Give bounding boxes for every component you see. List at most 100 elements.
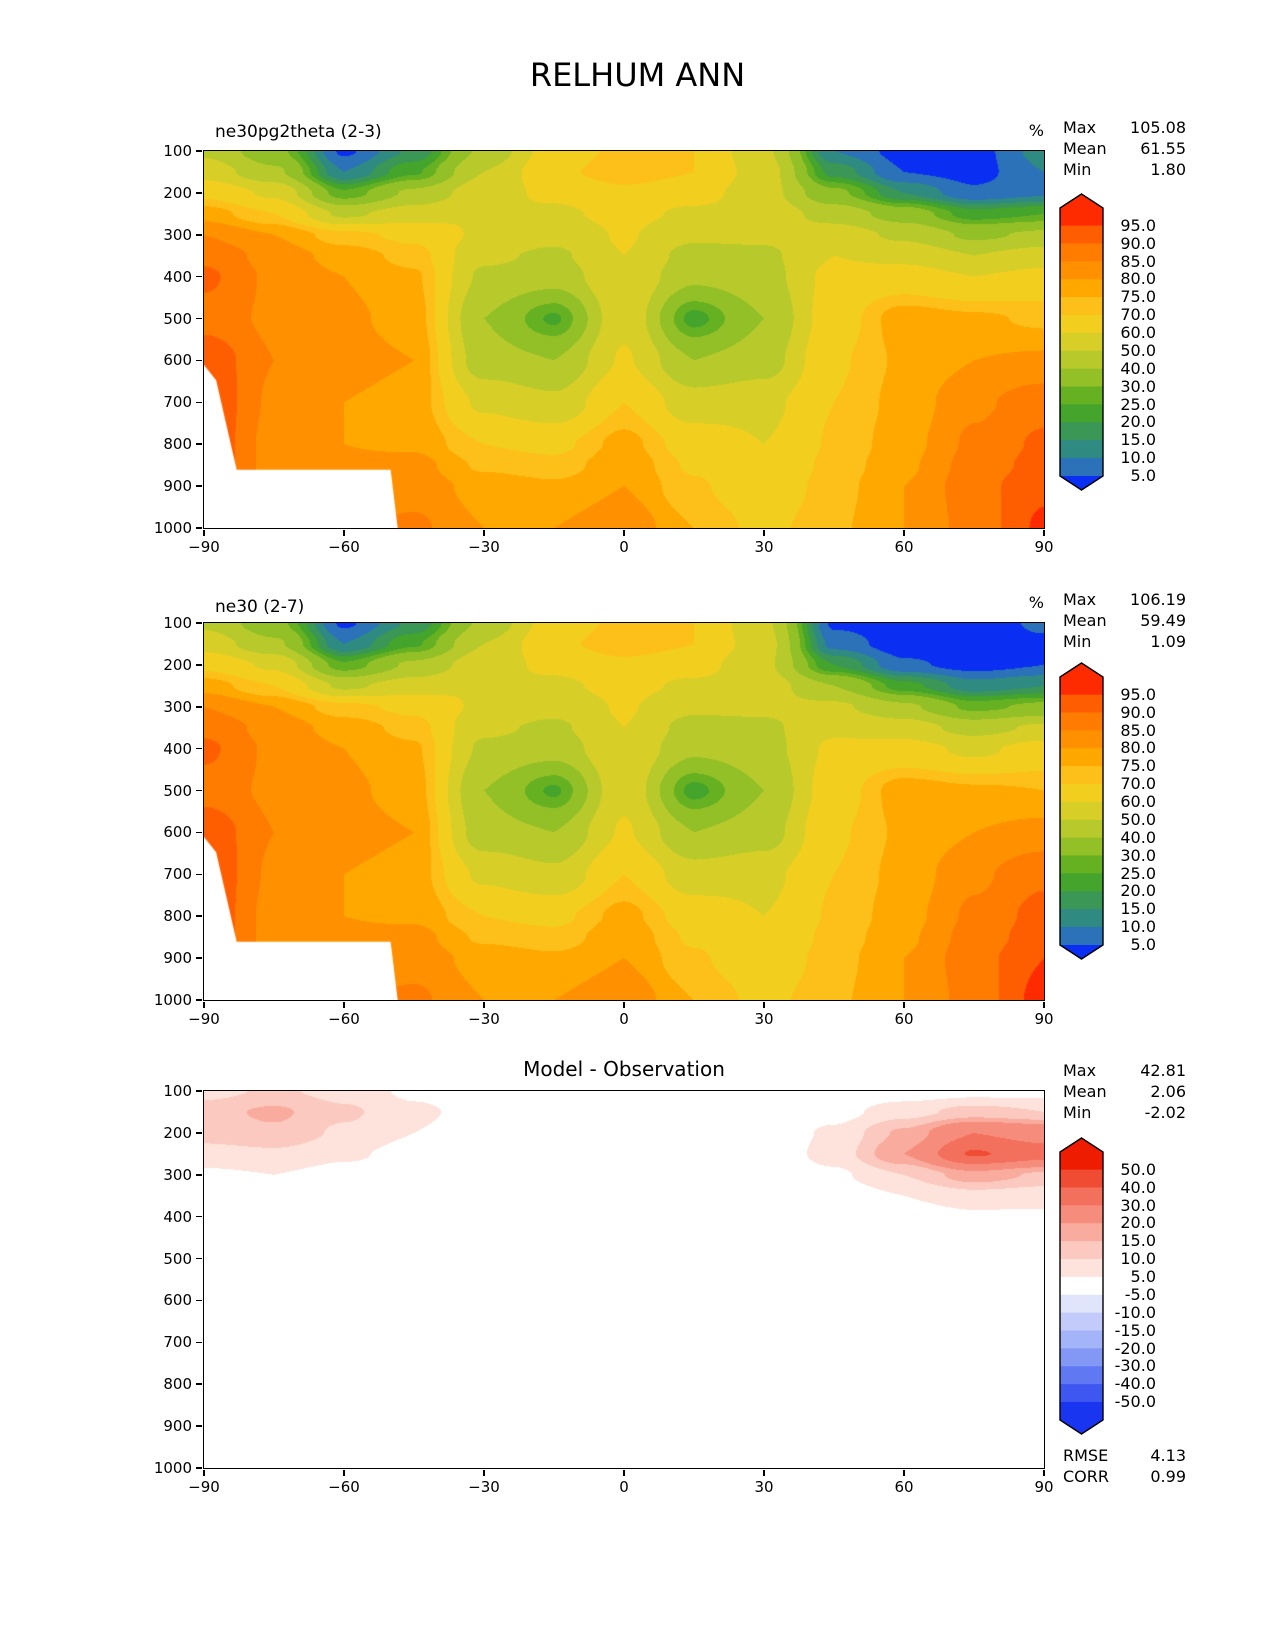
colorbar-tick-label: 10.0 bbox=[1120, 1249, 1156, 1269]
colorbar-tick-label: 30.0 bbox=[1120, 1195, 1156, 1215]
y-axis-tick bbox=[195, 1467, 202, 1469]
colorbar bbox=[1059, 193, 1104, 491]
y-axis-tick-label: 100 bbox=[163, 1082, 192, 1100]
y-axis-tick-label: 200 bbox=[163, 655, 192, 674]
y-axis-tick-label: 200 bbox=[163, 183, 192, 202]
colorbar-tick-label: -15.0 bbox=[1114, 1320, 1156, 1340]
x-axis-tick bbox=[763, 1001, 765, 1008]
y-axis-tick bbox=[195, 150, 202, 152]
stat-value: -2.02 bbox=[1144, 1103, 1186, 1122]
x-axis-tick bbox=[203, 1469, 205, 1476]
colorbar-tick-label: 10.0 bbox=[1120, 917, 1156, 937]
y-axis-tick-label: 500 bbox=[163, 309, 192, 328]
y-axis-tick bbox=[195, 706, 202, 708]
y-axis-tick-label: 1000 bbox=[153, 1459, 192, 1477]
y-axis-tick-label: 700 bbox=[163, 865, 192, 884]
stat-value: 59.49 bbox=[1140, 611, 1186, 630]
y-axis-tick-label: 500 bbox=[163, 781, 192, 800]
stat-value: 106.19 bbox=[1130, 590, 1186, 609]
colorbar-tick-label: 5.0 bbox=[1130, 466, 1156, 485]
y-axis-tick-label: 800 bbox=[163, 1375, 192, 1394]
colorbar-tick-label: 20.0 bbox=[1120, 1213, 1156, 1233]
y-axis-tick-label: 100 bbox=[163, 142, 192, 160]
stat-value: 4.13 bbox=[1150, 1446, 1186, 1465]
colorbar-tick-label: 20.0 bbox=[1120, 412, 1156, 432]
panel2-contour-plot bbox=[203, 622, 1044, 1000]
x-axis-tick-label: 30 bbox=[754, 1010, 774, 1028]
y-axis-tick-label: 200 bbox=[163, 1123, 192, 1142]
panel2-title: ne30 (2-7) bbox=[215, 597, 305, 617]
colorbar-tick-label: 85.0 bbox=[1120, 720, 1156, 740]
stat-row: CORR 0.99 bbox=[1063, 1466, 1186, 1487]
x-axis-tick-label: −30 bbox=[468, 1478, 500, 1496]
y-axis-tick bbox=[195, 1215, 202, 1218]
y-axis-tick bbox=[195, 873, 202, 876]
stat-value: 105.08 bbox=[1130, 118, 1186, 137]
colorbar-tick-label: 85.0 bbox=[1120, 251, 1156, 271]
colorbar-tick-label: 70.0 bbox=[1120, 305, 1156, 325]
x-axis-tick-label: 60 bbox=[894, 1478, 914, 1496]
y-axis-tick-label: 1000 bbox=[153, 991, 192, 1009]
panel1-title: ne30pg2theta (2-3) bbox=[215, 122, 382, 142]
colorbar-tick-label: -40.0 bbox=[1114, 1374, 1156, 1394]
y-axis-tick bbox=[195, 443, 202, 445]
stat-value: 0.99 bbox=[1150, 1467, 1186, 1486]
colorbar-tick-label: 80.0 bbox=[1120, 738, 1156, 758]
stat-row: Min 1.80 bbox=[1063, 159, 1186, 180]
colorbar-tick-label: 10.0 bbox=[1120, 448, 1156, 468]
colorbar-tick-label: 40.0 bbox=[1120, 827, 1156, 847]
x-axis-tick bbox=[903, 1469, 905, 1476]
y-axis-tick-label: 300 bbox=[163, 225, 192, 244]
stat-label: Mean bbox=[1063, 139, 1107, 158]
x-axis-tick-label: 0 bbox=[619, 538, 629, 556]
y-axis-tick-label: 300 bbox=[163, 1165, 192, 1184]
y-axis-tick-label: 700 bbox=[163, 1333, 192, 1352]
x-axis-tick bbox=[623, 1469, 625, 1476]
x-axis-tick-label: −90 bbox=[188, 1478, 220, 1496]
y-axis-tick bbox=[195, 1299, 202, 1302]
stat-row: Max 106.19 bbox=[1063, 589, 1186, 610]
y-axis-tick-label: 400 bbox=[163, 267, 192, 286]
stat-row: Mean 59.49 bbox=[1063, 610, 1186, 631]
colorbar-tick-label: 50.0 bbox=[1120, 340, 1156, 360]
y-axis-tick-label: 900 bbox=[163, 1417, 192, 1436]
stat-value: 2.06 bbox=[1150, 1082, 1186, 1101]
panel3-skill-stats-block: RMSE 4.13 CORR 0.99 bbox=[1063, 1445, 1186, 1487]
x-axis-tick bbox=[763, 1469, 765, 1476]
stat-label: Min bbox=[1063, 632, 1092, 651]
x-axis-tick-label: 0 bbox=[619, 1478, 629, 1496]
colorbar-tick-label: -20.0 bbox=[1114, 1338, 1156, 1358]
figure-title: RELHUM ANN bbox=[529, 56, 746, 94]
y-axis-tick bbox=[195, 234, 202, 236]
y-axis-tick bbox=[195, 317, 202, 320]
colorbar-tick-label: 30.0 bbox=[1120, 376, 1156, 396]
colorbar-tick-label: -50.0 bbox=[1114, 1392, 1156, 1412]
stat-value: 61.55 bbox=[1140, 139, 1186, 158]
x-axis-tick-label: −90 bbox=[188, 1010, 220, 1028]
y-axis-tick bbox=[195, 275, 202, 278]
colorbar-tick-label: 25.0 bbox=[1120, 863, 1156, 883]
stat-label: Max bbox=[1063, 118, 1097, 137]
y-axis-tick bbox=[195, 915, 202, 917]
x-axis-tick bbox=[1043, 529, 1045, 536]
y-axis-tick-label: 1000 bbox=[153, 519, 192, 537]
x-axis-tick-label: 0 bbox=[619, 1010, 629, 1028]
stat-row: Max 42.81 bbox=[1063, 1060, 1186, 1081]
x-axis-tick-label: 60 bbox=[894, 538, 914, 556]
colorbar-tick-label: 75.0 bbox=[1120, 287, 1156, 307]
y-axis-tick-label: 800 bbox=[163, 435, 192, 454]
y-axis-tick bbox=[195, 1257, 202, 1260]
x-axis-tick-label: −60 bbox=[328, 538, 360, 556]
y-axis-tick bbox=[195, 192, 202, 194]
y-axis-tick-label: 500 bbox=[163, 1249, 192, 1268]
colorbar-tick-label: -5.0 bbox=[1124, 1284, 1156, 1304]
y-axis-tick bbox=[195, 1090, 202, 1092]
y-axis-tick-label: 900 bbox=[163, 949, 192, 968]
y-axis-tick bbox=[195, 957, 202, 959]
y-axis-tick bbox=[195, 622, 202, 624]
x-axis-tick bbox=[203, 1001, 205, 1008]
colorbar-tick-label: 70.0 bbox=[1120, 774, 1156, 794]
x-axis-tick bbox=[343, 1469, 345, 1476]
y-axis-tick-label: 400 bbox=[163, 739, 192, 758]
y-axis-tick bbox=[195, 1383, 202, 1385]
